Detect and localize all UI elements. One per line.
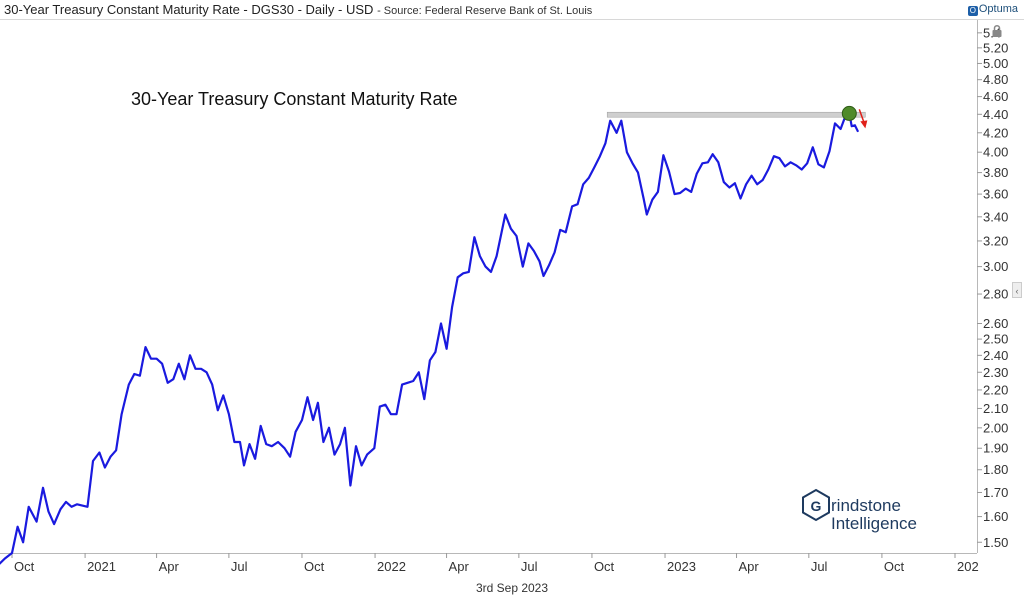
grindstone-logo-mark: G bbox=[811, 498, 822, 514]
grindstone-logo-line1: rindstone bbox=[831, 496, 901, 515]
y-tick-label: 2.40 bbox=[983, 348, 1008, 363]
y-tick-label: 3.40 bbox=[983, 209, 1008, 224]
y-tick-label: 3.20 bbox=[983, 233, 1008, 248]
x-tick-label: 2022 bbox=[377, 559, 406, 574]
y-tick-label: 3.80 bbox=[983, 165, 1008, 180]
y-tick-label: 2.80 bbox=[983, 287, 1008, 302]
y-tick-label: 4.80 bbox=[983, 72, 1008, 87]
x-tick-label: Oct bbox=[304, 559, 325, 574]
x-tick-label: Oct bbox=[884, 559, 905, 574]
down-arrow-icon bbox=[858, 109, 868, 129]
resistance-line[interactable] bbox=[606, 111, 866, 118]
optuma-brand[interactable]: O Optuma bbox=[967, 3, 1018, 16]
y-tick-label: 1.60 bbox=[983, 509, 1008, 524]
y-tick-label: 3.60 bbox=[983, 187, 1008, 202]
y-tick-label: 1.50 bbox=[983, 535, 1008, 550]
chart-header-title: 30-Year Treasury Constant Maturity Rate … bbox=[4, 2, 592, 17]
x-tick-label: Jul bbox=[811, 559, 828, 574]
y-axis: 1.50 1.60 1.70 1.80 1.90 2.00 2.10 2.20 2.30 2.40… bbox=[977, 25, 1008, 550]
optuma-brand-label: Optuma bbox=[978, 3, 1018, 15]
series-line-dgs30[interactable] bbox=[0, 112, 860, 565]
x-tick-label: Apr bbox=[739, 559, 760, 574]
y-tick-label: 2.00 bbox=[983, 420, 1008, 435]
x-axis: Oct 2021 Apr Jul Oct 2022 Apr Jul Oct 2023 Apr Jul O… bbox=[11, 553, 979, 574]
cursor-date-label: 3rd Sep 2023 bbox=[475, 581, 549, 595]
y-tick-label: 4.00 bbox=[983, 145, 1008, 160]
peak-marker[interactable] bbox=[841, 105, 857, 121]
y-tick-label: 4.40 bbox=[983, 107, 1008, 122]
y-tick-label: 5.20 bbox=[983, 40, 1008, 55]
x-tick-label: Apr bbox=[159, 559, 180, 574]
x-tick-label: Oct bbox=[594, 559, 615, 574]
y-tick-label: 3.00 bbox=[983, 259, 1008, 274]
x-tick-label: Apr bbox=[449, 559, 470, 574]
data-source: - Source: Federal Reserve Bank of St. Lo… bbox=[377, 5, 593, 17]
x-tick-label: 202 bbox=[957, 559, 979, 574]
y-tick-label: 2.50 bbox=[983, 332, 1008, 347]
y-tick-label: 2.10 bbox=[983, 401, 1008, 416]
y-tick-label: 2.60 bbox=[983, 316, 1008, 331]
x-tick-label: 2021 bbox=[87, 559, 116, 574]
chart-header: 30-Year Treasury Constant Maturity Rate … bbox=[0, 0, 1024, 20]
y-tick-label: 1.70 bbox=[983, 485, 1008, 500]
optuma-logo-icon: O bbox=[967, 6, 978, 16]
y-tick-label: 4.20 bbox=[983, 125, 1008, 140]
x-tick-label: Jul bbox=[231, 559, 248, 574]
x-tick-label: 2023 bbox=[667, 559, 696, 574]
instrument-title: 30-Year Treasury Constant Maturity Rate … bbox=[4, 2, 374, 17]
y-tick-label: 4.60 bbox=[983, 89, 1008, 104]
chart-annotation-title: 30-Year Treasury Constant Maturity Rate bbox=[131, 89, 458, 109]
y-tick-label: 1.90 bbox=[983, 441, 1008, 456]
lock-icon[interactable] bbox=[990, 24, 1004, 38]
x-tick-label: Oct bbox=[14, 559, 35, 574]
x-tick-label: Jul bbox=[521, 559, 538, 574]
y-tick-label: 5.00 bbox=[983, 56, 1008, 71]
y-tick-label: 2.20 bbox=[983, 382, 1008, 397]
grindstone-hexagon-icon bbox=[802, 488, 830, 522]
y-tick-label: 1.80 bbox=[983, 462, 1008, 477]
grindstone-logo-line2: Intelligence bbox=[831, 514, 917, 533]
collapse-panel-button[interactable]: ‹ bbox=[1012, 282, 1022, 298]
grindstone-logo: G rindstone Intelligence bbox=[802, 488, 917, 533]
y-tick-label: 2.30 bbox=[983, 365, 1008, 380]
